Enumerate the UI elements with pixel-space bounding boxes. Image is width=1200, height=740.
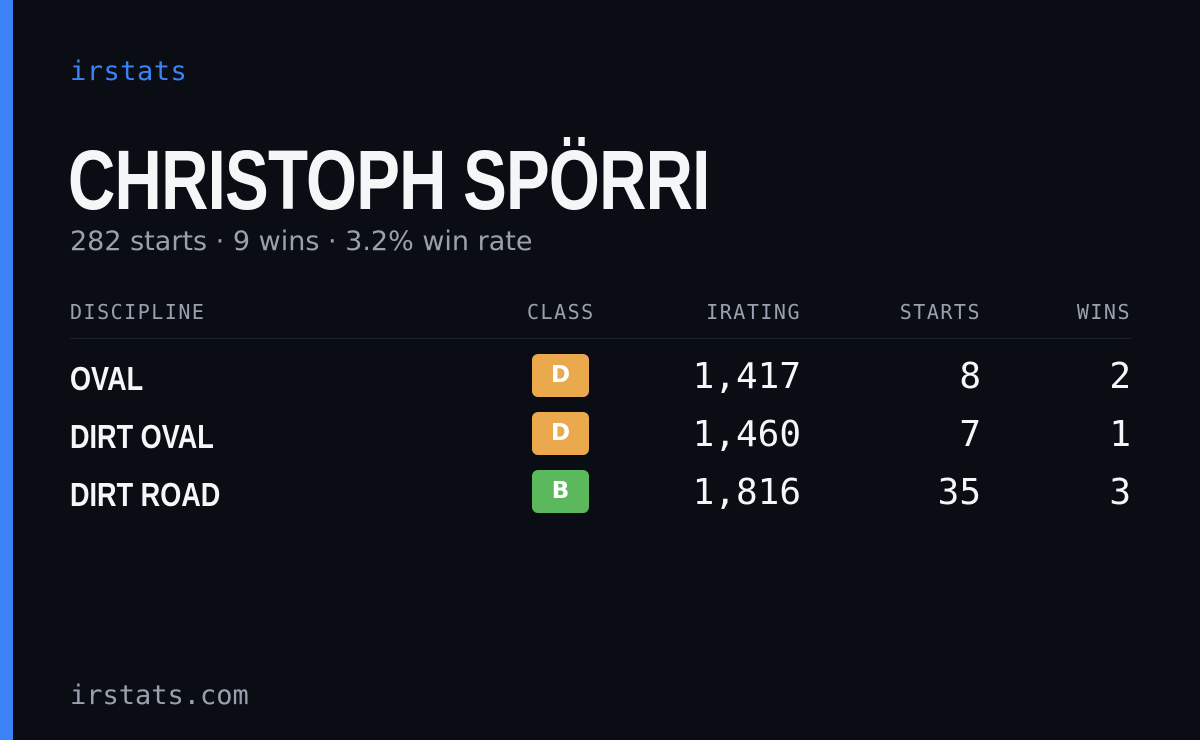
starts-value: 8	[959, 356, 981, 397]
wins-value: 1	[1109, 414, 1131, 455]
irating-value: 1,417	[692, 356, 801, 397]
brand-logo-text[interactable]: irstats	[70, 56, 188, 87]
discipline-name: OVAL	[70, 360, 144, 397]
footer-url[interactable]: irstats.com	[70, 680, 249, 711]
driver-summary: 282 starts · 9 wins · 3.2% win rate	[70, 226, 532, 257]
table-row: DIRT ROAD B 1,816 35 3	[70, 470, 1131, 528]
starts-value: 7	[959, 414, 981, 455]
irating-value: 1,460	[692, 414, 801, 455]
separator: ·	[327, 226, 337, 257]
wins-value: 2	[1109, 356, 1131, 397]
header-starts: STARTS	[899, 300, 981, 324]
wins-value: 3	[1109, 472, 1131, 513]
separator: ·	[215, 226, 225, 257]
header-irating: IRATING	[706, 300, 801, 324]
discipline-name: DIRT OVAL	[70, 418, 214, 455]
driver-name: CHRISTOPH SPÖRRI	[68, 133, 710, 227]
wins-summary: 9 wins	[232, 226, 320, 257]
class-badge: B	[532, 470, 589, 513]
table-row: OVAL D 1,417 8 2	[70, 354, 1131, 412]
irating-value: 1,816	[692, 472, 801, 513]
discipline-name: DIRT ROAD	[70, 476, 221, 513]
header-class: CLASS	[527, 300, 595, 324]
header-discipline: DISCIPLINE	[70, 300, 206, 324]
header-wins: WINS	[1076, 300, 1131, 324]
table-header: DISCIPLINE CLASS IRATING STARTS WINS	[70, 300, 1131, 339]
class-badge: D	[532, 412, 589, 455]
class-badge: D	[532, 354, 589, 397]
starts-summary: 282 starts	[70, 226, 208, 257]
accent-bar	[0, 0, 13, 740]
starts-value: 35	[937, 472, 981, 513]
win-rate-summary: 3.2% win rate	[345, 226, 533, 257]
table-row: DIRT OVAL D 1,460 7 1	[70, 412, 1131, 470]
